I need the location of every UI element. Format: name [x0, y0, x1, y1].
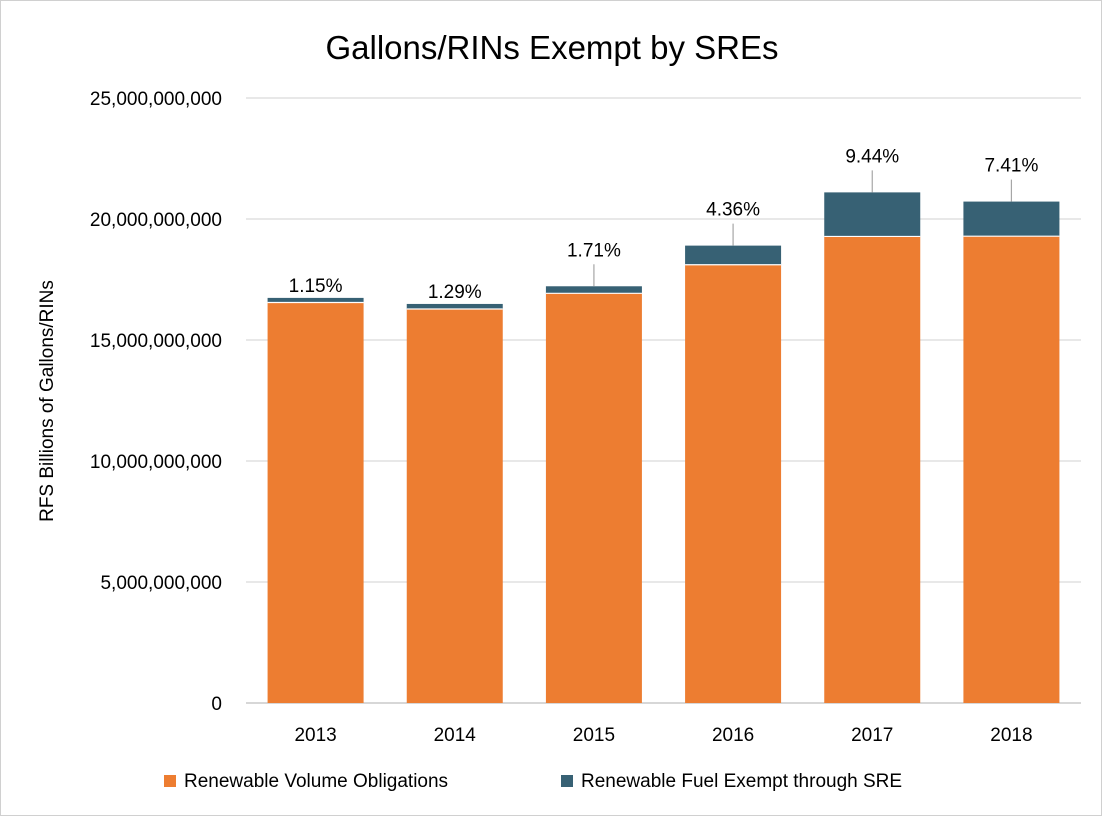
gridlines: [246, 97, 1081, 704]
legend-swatch-exempt: [561, 775, 573, 787]
bar-exempt: [963, 201, 1060, 237]
data-label: 7.41%: [984, 156, 1038, 177]
bar-exempt: [406, 303, 503, 310]
chart-title: Gallons/RINs Exempt by SREs: [326, 29, 779, 66]
y-axis-ticks: 0 5,000,000,000 10,000,000,000 15,000,000,0…: [90, 89, 222, 715]
bars: [267, 192, 1060, 703]
data-label: 1.15%: [289, 276, 343, 297]
data-labels: 1.15% 1.29% 1.71% 4.36% 9.44% 7.41%: [289, 146, 1039, 303]
bar-obligations: [963, 236, 1060, 703]
x-tick-label: 2014: [434, 725, 477, 746]
bar-exempt: [545, 286, 642, 294]
data-label: 4.36%: [706, 200, 760, 221]
y-tick-label: 20,000,000,000: [90, 210, 222, 231]
legend-label: Renewable Volume Obligations: [184, 771, 448, 792]
legend: Renewable Volume Obligations Renewable Fu…: [164, 771, 902, 792]
legend-label: Renewable Fuel Exempt through SRE: [581, 771, 902, 792]
data-label: 1.71%: [567, 240, 621, 261]
x-tick-label: 2016: [712, 725, 754, 746]
bar-obligations: [545, 293, 642, 703]
x-tick-label: 2015: [573, 725, 615, 746]
bar-exempt: [685, 245, 782, 265]
bar-obligations: [685, 264, 782, 703]
bar-obligations: [824, 236, 921, 703]
bar-obligations: [267, 302, 364, 703]
bar-exempt: [824, 192, 921, 237]
data-label: 1.29%: [428, 282, 482, 303]
x-axis-ticks: 2013 2014 2015 2016 2017 2018: [294, 725, 1032, 746]
legend-swatch-obligations: [164, 775, 176, 787]
y-tick-label: 15,000,000,000: [90, 331, 222, 352]
y-tick-label: 10,000,000,000: [90, 452, 222, 473]
y-tick-label: 5,000,000,000: [100, 573, 222, 594]
bar-exempt: [267, 297, 364, 303]
x-tick-label: 2017: [851, 725, 893, 746]
y-tick-label: 25,000,000,000: [90, 89, 222, 110]
bar-obligations: [406, 309, 503, 703]
data-label: 9.44%: [845, 146, 899, 167]
y-tick-label: 0: [211, 694, 222, 715]
x-tick-label: 2018: [990, 725, 1032, 746]
x-tick-label: 2013: [294, 725, 336, 746]
y-axis-label: RFS Billions of Gallons/RINs: [37, 280, 58, 522]
